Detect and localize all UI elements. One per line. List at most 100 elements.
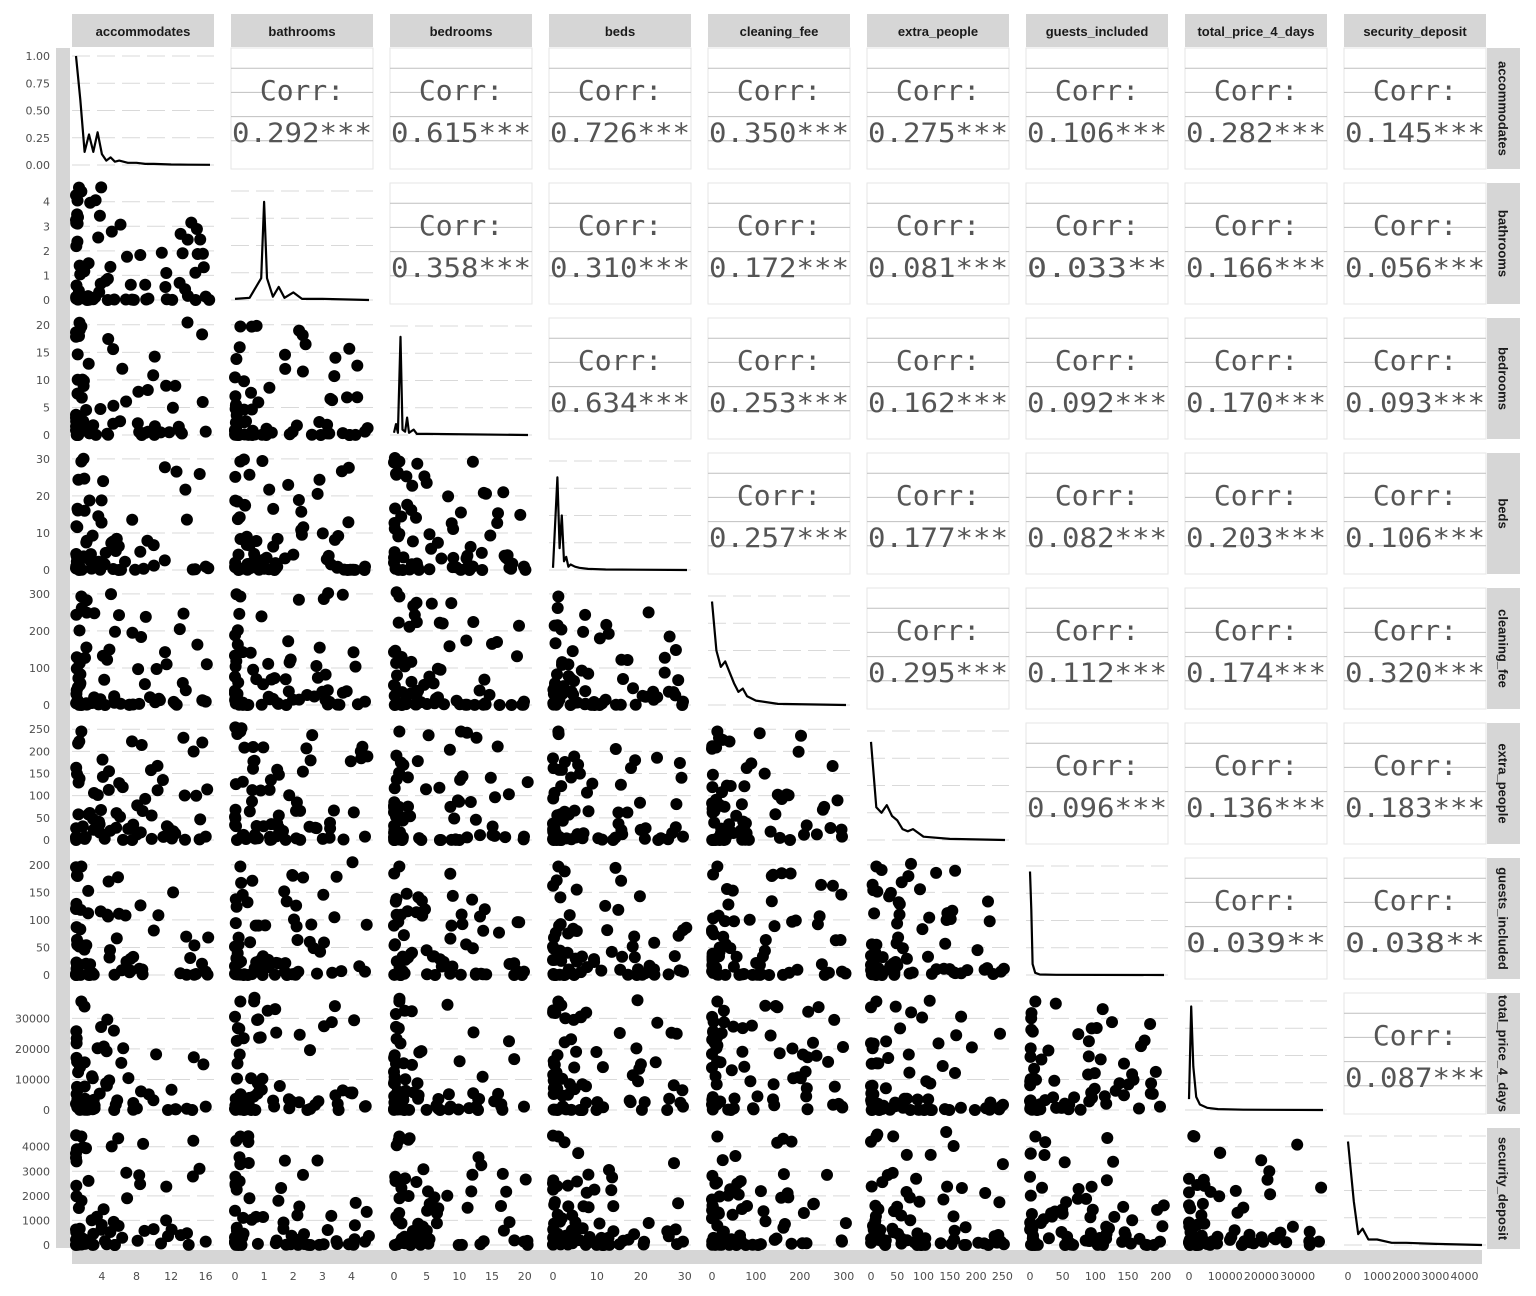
- scatter-point: [891, 1200, 904, 1213]
- scatter-point: [607, 1200, 620, 1213]
- scatter-point: [903, 1066, 916, 1079]
- scatter-point: [709, 1070, 722, 1083]
- scatter-point: [466, 455, 479, 468]
- scatter-point: [968, 1104, 981, 1116]
- scatter-point: [101, 908, 114, 921]
- x-tick-label: 0: [1345, 1270, 1352, 1283]
- scatter-point: [411, 755, 424, 768]
- scatter-point: [994, 965, 1007, 978]
- panel-3-1: [229, 453, 373, 576]
- scatter-point: [1198, 1179, 1211, 1192]
- scatter-point: [497, 486, 510, 499]
- x-tick-label: 50: [890, 1270, 904, 1283]
- scatter-point: [341, 391, 353, 404]
- scatter-point: [571, 1175, 583, 1188]
- scatter-point: [388, 1065, 400, 1078]
- scatter-point: [1183, 1216, 1195, 1229]
- scatter-point: [888, 968, 901, 981]
- scatter-point: [174, 227, 187, 240]
- strip-top: [390, 14, 532, 47]
- scatter-point: [812, 1001, 825, 1014]
- density-curve: [1187, 1005, 1324, 1112]
- scatter-point: [1038, 1149, 1051, 1161]
- scatter-point: [642, 606, 655, 619]
- scatter-point: [278, 1154, 291, 1167]
- scatter-point: [71, 939, 84, 951]
- scatter-point: [70, 608, 83, 621]
- scatter-point: [726, 1208, 739, 1221]
- scatter-point: [231, 1022, 244, 1035]
- scatter-point: [179, 833, 191, 846]
- scatter-point: [108, 293, 121, 306]
- x-tick-label: 4: [98, 1270, 105, 1283]
- scatter-point: [651, 751, 663, 764]
- corr-label: Corr:: [737, 74, 821, 107]
- scatter-point: [1315, 1181, 1328, 1194]
- corr-panel-bg: [1025, 452, 1169, 575]
- scatter-point: [730, 950, 743, 963]
- y-tick-label: 4000: [22, 1141, 50, 1154]
- scatter-point: [124, 278, 137, 291]
- scatter-point: [196, 247, 209, 260]
- scatter-point: [955, 967, 968, 980]
- scatter-point: [165, 1223, 178, 1236]
- scatter-point: [96, 753, 109, 766]
- scatter-point: [460, 634, 473, 647]
- scatter-point: [676, 1084, 689, 1097]
- scatter-point: [117, 1042, 130, 1055]
- scatter-point: [148, 350, 161, 363]
- panel-7-1: [229, 991, 373, 1116]
- scatter-point: [166, 293, 179, 306]
- scatter-point: [104, 824, 117, 837]
- scatter-point: [489, 791, 501, 804]
- scatter-point: [1085, 1022, 1098, 1035]
- corr-value: 0.295***: [868, 658, 1008, 689]
- scatter-point: [767, 868, 780, 881]
- panel-8-5: [865, 1126, 1010, 1251]
- panel-2-0: [70, 316, 214, 441]
- scatter-point: [635, 1103, 648, 1116]
- scatter-point: [447, 551, 460, 564]
- x-tick-label: 0: [1027, 1270, 1034, 1283]
- scatter-point: [880, 1035, 893, 1048]
- scatter-point: [588, 699, 601, 711]
- y-tick-label: 5: [43, 401, 50, 414]
- scatter-point: [430, 1217, 443, 1230]
- panel-7-8: Corr: 0.087***: [1343, 992, 1487, 1115]
- scatter-point: [1127, 1073, 1140, 1086]
- scatter-point: [475, 1159, 488, 1172]
- scatter-point: [433, 616, 446, 629]
- scatter-point: [651, 691, 664, 704]
- scatter-point: [971, 944, 984, 957]
- scatter-point: [102, 875, 115, 888]
- panel-5-3: [547, 725, 691, 846]
- scatter-point: [1157, 1199, 1170, 1212]
- scatter-point: [160, 1214, 173, 1227]
- scatter-point: [724, 1104, 737, 1116]
- corr-panel-bg: [1184, 317, 1328, 440]
- scatter-point: [83, 965, 96, 978]
- scatter-point: [70, 1190, 83, 1203]
- panel-1-4: Corr: 0.172***: [707, 182, 851, 305]
- scatter-point: [562, 1200, 575, 1213]
- scatter-point: [1024, 1189, 1037, 1202]
- scatter-point: [393, 590, 406, 603]
- scatter-point: [434, 834, 447, 846]
- scatter-point: [231, 638, 244, 651]
- strip-top: [708, 14, 850, 47]
- scatter-point: [196, 328, 209, 341]
- scatter-point: [797, 1207, 810, 1219]
- scatter-point: [452, 1103, 465, 1116]
- scatter-point: [508, 1053, 521, 1066]
- panel-3-2: [388, 452, 532, 576]
- scatter-point: [197, 1058, 210, 1071]
- scatter-point: [1060, 1196, 1073, 1209]
- scatter-point: [764, 825, 777, 838]
- scatter-point: [351, 359, 364, 372]
- scatter-point: [293, 1096, 306, 1109]
- scatter-point: [390, 749, 403, 762]
- scatter-point: [243, 1192, 256, 1205]
- scatter-point: [734, 1234, 747, 1247]
- scatter-point: [165, 1083, 178, 1096]
- scatter-point: [913, 1195, 926, 1208]
